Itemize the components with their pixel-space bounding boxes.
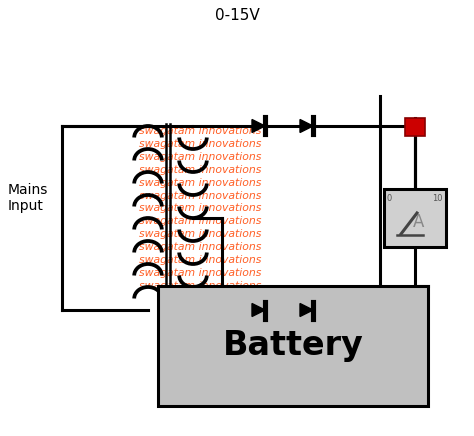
- Text: swagatam innovations: swagatam innovations: [139, 216, 261, 226]
- Text: swagatam innovations: swagatam innovations: [139, 204, 261, 214]
- Text: swagatam innovations: swagatam innovations: [139, 268, 261, 278]
- Text: swagatam innovations: swagatam innovations: [139, 126, 261, 136]
- Polygon shape: [300, 119, 313, 133]
- Text: Battery: Battery: [223, 330, 364, 362]
- Polygon shape: [300, 303, 313, 317]
- Text: A: A: [413, 213, 425, 231]
- Text: swagatam innovations: swagatam innovations: [139, 242, 261, 252]
- Text: swagatam innovations: swagatam innovations: [139, 191, 261, 201]
- Polygon shape: [252, 119, 265, 133]
- Text: swagatam innovations: swagatam innovations: [139, 152, 261, 162]
- Text: swagatam innovations: swagatam innovations: [139, 177, 261, 187]
- Text: swagatam innovations: swagatam innovations: [139, 229, 261, 239]
- Text: swagatam innovations: swagatam innovations: [139, 281, 261, 291]
- Text: swagatam innovations: swagatam innovations: [139, 139, 261, 149]
- Text: 0: 0: [387, 194, 392, 203]
- Bar: [405, 118, 425, 136]
- Text: Mains
Input: Mains Input: [8, 183, 48, 213]
- Text: 10: 10: [432, 194, 443, 203]
- Text: swagatam innovations: swagatam innovations: [139, 165, 261, 175]
- Text: 0-15V: 0-15V: [215, 8, 259, 23]
- Text: swagatam innovations: swagatam innovations: [139, 255, 261, 265]
- Bar: [158, 286, 428, 406]
- Bar: [384, 189, 446, 247]
- Polygon shape: [252, 303, 265, 317]
